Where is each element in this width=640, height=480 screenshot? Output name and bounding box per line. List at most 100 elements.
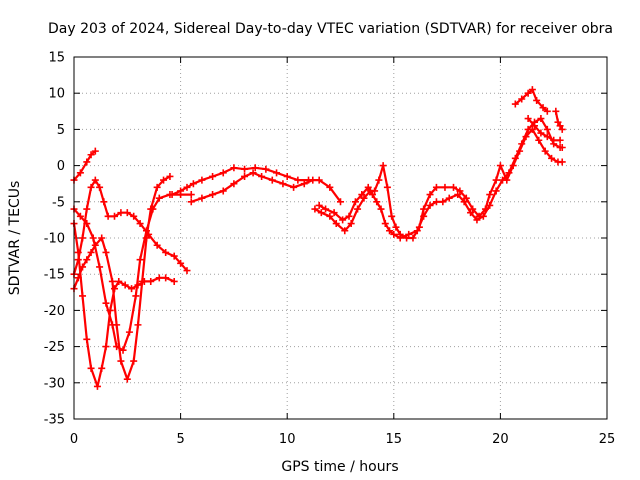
- data-point: [119, 346, 127, 354]
- data-point: [543, 107, 551, 115]
- data-point: [153, 241, 161, 249]
- data-point: [79, 292, 87, 300]
- data-point: [132, 292, 140, 300]
- data-point: [130, 212, 138, 220]
- data-point: [130, 357, 138, 365]
- data-point: [230, 180, 238, 188]
- data-point: [162, 274, 170, 282]
- data-point: [162, 248, 170, 256]
- data-point: [518, 95, 526, 103]
- data-point: [153, 183, 161, 191]
- data-point: [543, 133, 551, 141]
- y-tick-label: -15: [44, 268, 65, 283]
- data-point: [117, 209, 125, 217]
- data-point: [189, 180, 197, 188]
- data-point: [125, 328, 133, 336]
- data-point: [332, 220, 340, 228]
- data-point: [91, 176, 99, 184]
- data-point: [108, 321, 116, 329]
- data-point: [524, 115, 532, 123]
- data-point: [543, 125, 551, 133]
- data-point: [309, 176, 317, 184]
- data-point: [100, 198, 108, 206]
- data-point: [187, 191, 195, 199]
- data-point: [381, 220, 389, 228]
- data-point: [379, 162, 387, 170]
- data-point: [115, 277, 123, 285]
- data-point: [405, 230, 413, 238]
- data-point: [326, 183, 334, 191]
- data-point: [396, 234, 404, 242]
- data-point: [486, 201, 494, 209]
- data-point: [554, 118, 562, 126]
- data-point: [311, 205, 319, 213]
- series-trace: [313, 128, 564, 240]
- data-point: [121, 281, 129, 289]
- data-point: [558, 144, 566, 151]
- data-point: [315, 201, 323, 209]
- y-axis-label: SDTVAR / TECUs: [7, 181, 23, 296]
- data-point: [492, 187, 500, 195]
- data-point: [209, 172, 217, 180]
- data-point: [155, 274, 163, 282]
- data-point: [183, 267, 191, 275]
- data-point: [531, 122, 539, 130]
- data-point: [170, 252, 178, 260]
- data-point: [426, 191, 434, 199]
- data-point: [373, 198, 381, 206]
- data-point: [134, 321, 142, 329]
- data-point: [541, 147, 549, 155]
- plot-frame: [73, 56, 608, 420]
- data-point: [198, 194, 206, 202]
- x-tick-label: 5: [176, 432, 184, 447]
- series-layer: [70, 86, 566, 390]
- data-point: [170, 277, 178, 285]
- series-arc-k: [524, 115, 564, 144]
- data-point: [351, 198, 359, 206]
- data-point: [96, 183, 104, 191]
- data-point: [354, 205, 362, 213]
- data-point: [364, 183, 372, 191]
- data-point: [467, 209, 475, 217]
- data-point: [160, 176, 168, 184]
- data-point: [322, 205, 330, 213]
- data-point: [409, 234, 417, 242]
- data-point: [499, 176, 507, 184]
- data-point: [371, 187, 379, 195]
- data-point: [87, 364, 95, 372]
- y-tick-label: 5: [57, 123, 65, 138]
- y-tick-label: -20: [44, 304, 65, 319]
- series-trace: [72, 193, 193, 352]
- x-tick-label: 15: [386, 432, 403, 447]
- data-point: [230, 164, 238, 172]
- series-arc-b: [70, 220, 178, 390]
- data-point: [273, 169, 281, 177]
- data-point: [98, 234, 106, 242]
- data-point: [136, 256, 144, 264]
- data-point: [147, 277, 155, 285]
- data-point: [111, 212, 119, 220]
- data-point: [528, 86, 536, 94]
- x-axis-label: GPS time / hours: [281, 459, 398, 475]
- data-point: [386, 227, 394, 235]
- data-point: [198, 176, 206, 184]
- data-point: [136, 220, 144, 228]
- axes: 0 5 10 15 20 25 -35 -30 -25 -20 -15 -10 -5 0 5 10 15: [44, 51, 616, 448]
- series-arc-d: [70, 191, 195, 354]
- data-point: [445, 194, 453, 202]
- data-point: [486, 191, 494, 199]
- data-point: [413, 227, 421, 235]
- data-point: [550, 136, 558, 144]
- data-point: [548, 154, 556, 162]
- y-tick-label: -30: [44, 376, 65, 391]
- data-point: [219, 169, 227, 177]
- data-point: [456, 187, 464, 195]
- data-point: [524, 125, 532, 133]
- data-point: [345, 212, 353, 220]
- series-arc-l: [552, 107, 566, 133]
- data-point: [87, 183, 95, 191]
- data-point: [168, 191, 176, 199]
- y-tick-label: -10: [44, 232, 65, 247]
- data-point: [102, 343, 110, 351]
- data-point: [537, 129, 545, 137]
